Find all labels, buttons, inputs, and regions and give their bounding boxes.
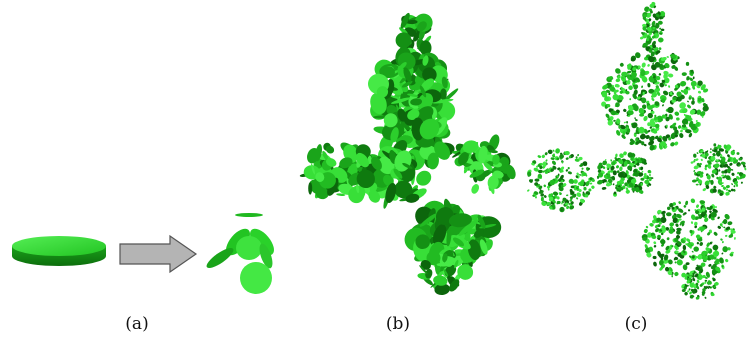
caption-c: (c) — [625, 314, 648, 334]
caption-a: (a) — [125, 314, 148, 334]
single-disc — [12, 236, 106, 266]
transform-arrow — [119, 234, 198, 274]
caption-b: (b) — [386, 314, 410, 334]
disc-fractal — [299, 12, 516, 296]
child-discs — [206, 213, 274, 294]
leaf-fractal — [527, 1, 747, 300]
